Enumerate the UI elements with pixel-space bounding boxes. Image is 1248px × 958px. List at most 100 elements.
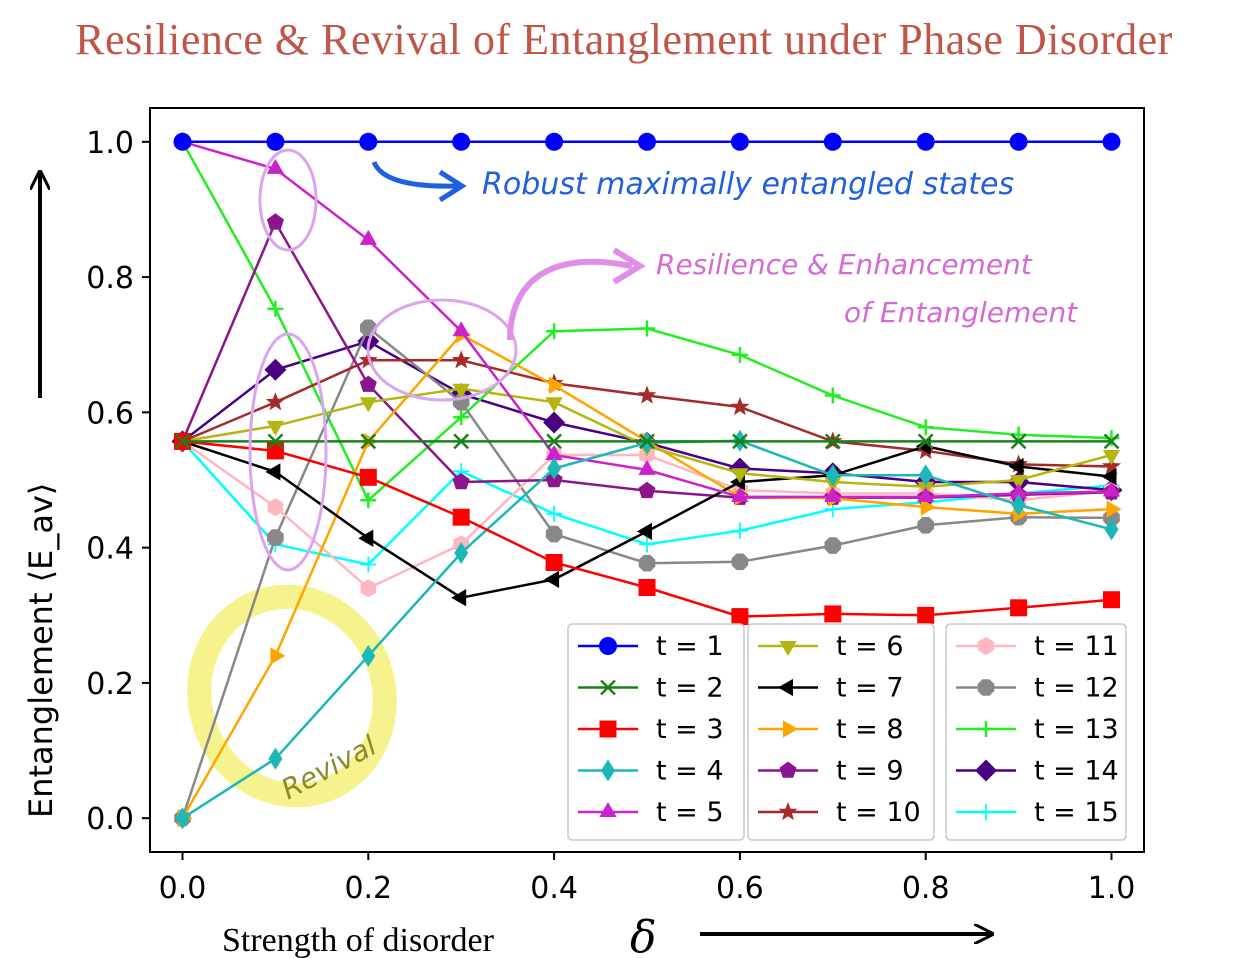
data-point	[824, 387, 841, 404]
robust-arrowhead	[438, 169, 467, 203]
legend-item: t = 8	[758, 714, 904, 745]
y-axis-label: Entanglement ⟨E_av⟩	[22, 483, 60, 818]
x-axis-symbol: δ	[630, 912, 657, 958]
page-title: Resilience & Revival of Entanglement und…	[75, 15, 1173, 64]
data-point	[1103, 591, 1120, 609]
data-point	[1104, 518, 1119, 541]
robust-arrow	[371, 160, 459, 189]
legend-label: t = 9	[836, 756, 904, 787]
data-point	[824, 605, 842, 623]
data-point	[360, 556, 377, 573]
data-point	[452, 383, 470, 399]
legend-marker	[778, 678, 793, 697]
data-point	[1101, 456, 1122, 475]
data-point	[264, 358, 287, 381]
plot-frame	[149, 107, 1145, 853]
resilience-note-line2: of Entanglement	[844, 296, 1078, 329]
data-point	[731, 608, 749, 626]
data-point	[453, 409, 470, 426]
legend-marker	[978, 637, 994, 655]
data-point	[637, 385, 657, 404]
legend-marker	[977, 679, 995, 696]
resilience-ellipse-mid	[366, 298, 518, 402]
data-point	[266, 213, 284, 230]
legend-label: t = 5	[656, 797, 724, 828]
data-point	[359, 132, 378, 151]
data-point	[824, 486, 842, 502]
legend-label: t = 7	[836, 673, 904, 704]
x-tick-label: 0.2	[344, 871, 392, 906]
data-point	[359, 468, 377, 486]
legend-item: t = 15	[956, 797, 1119, 828]
series-5	[173, 131, 1121, 502]
data-point	[545, 397, 563, 413]
data-point	[545, 445, 563, 460]
data-point	[173, 132, 192, 151]
data-point	[731, 553, 749, 571]
data-point	[360, 579, 377, 598]
data-point	[917, 516, 935, 534]
resilience-ellipse-left	[248, 332, 328, 572]
x-tick-label: 1.0	[1088, 871, 1136, 906]
legend-label: t = 15	[1034, 797, 1119, 828]
legend-item: t = 12	[956, 673, 1119, 704]
legend-marker	[600, 679, 616, 696]
legend-marker	[779, 641, 797, 656]
data-point	[918, 464, 933, 487]
data-point	[917, 433, 934, 450]
legend-label: t = 1	[656, 631, 724, 662]
legend-label: t = 3	[656, 714, 724, 745]
data-point	[917, 606, 935, 624]
legend-marker	[779, 761, 797, 778]
legend-marker	[599, 637, 617, 655]
x-tick-label: 0.8	[902, 871, 950, 906]
data-point	[638, 554, 656, 572]
data-point	[638, 481, 656, 499]
data-point	[452, 321, 470, 337]
data-point	[920, 498, 936, 516]
data-point	[638, 132, 656, 151]
data-point	[174, 433, 191, 450]
legend-item: t = 5	[578, 797, 724, 828]
legend-item: t = 1	[578, 631, 724, 662]
data-point	[360, 492, 377, 509]
data-point	[638, 459, 656, 475]
data-point	[731, 468, 749, 484]
data-point	[266, 158, 285, 174]
legend-label: t = 11	[1034, 631, 1119, 662]
data-point	[1101, 467, 1117, 486]
data-point	[1010, 599, 1028, 617]
data-point	[639, 433, 655, 450]
data-point	[545, 525, 563, 543]
revival-highlight	[187, 584, 397, 808]
legend-label: t = 14	[1034, 756, 1119, 787]
data-point	[453, 433, 470, 450]
legend-item: t = 13	[956, 714, 1119, 745]
resilience-arrowhead	[612, 247, 646, 285]
legend-marker	[978, 804, 994, 820]
data-point	[731, 522, 748, 539]
legend-marker	[975, 759, 997, 782]
series-2	[174, 433, 1120, 450]
annotation-ellipses	[248, 148, 518, 572]
data-point	[547, 457, 562, 480]
data-point	[1102, 450, 1121, 465]
legend-marker	[599, 802, 617, 817]
legend-label: t = 2	[656, 673, 724, 704]
data-point	[1103, 430, 1120, 447]
robust-note: Robust maximally entangled states	[482, 167, 1014, 202]
data-point	[359, 375, 377, 392]
series-1	[173, 132, 1121, 151]
data-point	[451, 589, 467, 607]
data-point	[546, 505, 563, 522]
axis-ticks: 0.0 0.2 0.4 0.6 0.8 1.0 0.0 0.2 0.4 0.6 0.8 1.0	[86, 126, 1135, 906]
data-point	[268, 747, 283, 770]
legend-item: t = 2	[578, 673, 724, 704]
data-point	[1010, 433, 1027, 450]
data-point	[544, 570, 560, 589]
y-tick-label: 0.2	[86, 667, 134, 702]
legend-label: t = 13	[1034, 714, 1119, 745]
legend-item: t = 14	[956, 756, 1119, 787]
data-point	[1106, 500, 1122, 518]
